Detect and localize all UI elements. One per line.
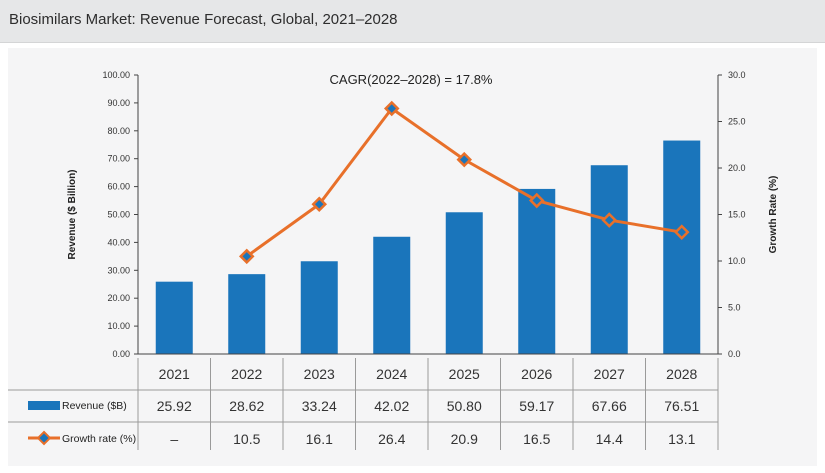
right-axis-tick-label: 15.0 xyxy=(728,210,746,220)
revenue-bar-2025 xyxy=(445,212,483,354)
revenue-value-label: 25.92 xyxy=(157,398,192,414)
left-axis-tick-label: 100.00 xyxy=(102,70,130,80)
x-tick-label: 2027 xyxy=(594,366,625,382)
revenue-value-label: 42.02 xyxy=(374,398,409,414)
left-axis-tick-label: 40.00 xyxy=(107,237,130,247)
left-axis-tick-label: 10.00 xyxy=(107,321,130,331)
left-axis-tick-label: 20.00 xyxy=(107,293,130,303)
revenue-legend-swatch xyxy=(28,401,60,410)
growth-rate-point-2027 xyxy=(601,212,618,228)
left-axis-title: Revenue ($ Billion) xyxy=(67,169,78,259)
revenue-bar-2022 xyxy=(228,274,266,354)
left-axis-tick-label: 0.00 xyxy=(112,349,130,359)
revenue-value-label: 59.17 xyxy=(519,398,554,414)
revenue-legend-label: Revenue ($B) xyxy=(62,400,127,412)
growth-rate-point-2026 xyxy=(528,192,545,209)
x-tick-label: 2023 xyxy=(304,366,335,382)
left-axis-tick-label: 70.00 xyxy=(107,154,130,164)
revenue-value-label: 33.24 xyxy=(302,398,337,414)
revenue-bar-2021 xyxy=(155,281,193,354)
growth-legend-marker xyxy=(36,430,52,446)
growth-value-label: 10.5 xyxy=(233,431,260,447)
growth-legend-label: Growth rate (%) xyxy=(62,433,136,445)
chart-panel: 0.00 10.00 20.00 30.00 40.00 50.00 60.00 70.00 8… xyxy=(8,48,817,466)
revenue-bar-2023 xyxy=(300,261,338,354)
revenue-bar-2024 xyxy=(373,236,411,354)
growth-value-label: 16.5 xyxy=(523,431,550,447)
cagr-annotation: CAGR(2022–2028) = 17.8% xyxy=(330,72,493,87)
growth-rate-point-2028 xyxy=(673,224,690,240)
growth-value-label: 20.9 xyxy=(451,431,478,447)
right-axis-tick-label: 0.0 xyxy=(728,349,741,359)
revenue-bar-2027 xyxy=(590,165,628,354)
revenue-bar-2028 xyxy=(663,140,701,354)
revenue-value-label: 76.51 xyxy=(664,398,699,414)
revenue-bar-2026 xyxy=(518,188,556,354)
x-tick-label: 2021 xyxy=(159,366,190,382)
chart-title: Biosimilars Market: Revenue Forecast, Gl… xyxy=(9,11,398,28)
growth-rate-point-2023 xyxy=(311,196,328,213)
left-axis-tick-label: 50.00 xyxy=(107,210,130,220)
revenue-value-label: 50.80 xyxy=(447,398,482,414)
right-axis-tick-label: 10.0 xyxy=(728,256,746,266)
revenue-forecast-chart: 0.00 10.00 20.00 30.00 40.00 50.00 60.00 70.00 8… xyxy=(8,70,779,450)
growth-rate-point-2024 xyxy=(383,100,400,117)
growth-value-label: – xyxy=(170,431,178,447)
left-axis-tick-label: 60.00 xyxy=(107,182,130,192)
x-tick-label: 2026 xyxy=(521,366,552,382)
x-tick-label: 2025 xyxy=(449,366,480,382)
right-axis-tick-label: 25.0 xyxy=(728,117,746,127)
right-axis-tick-label: 5.0 xyxy=(728,303,741,313)
left-axis-tick-label: 90.00 xyxy=(107,98,130,108)
revenue-value-label: 28.62 xyxy=(229,398,264,414)
growth-value-label: 26.4 xyxy=(378,431,405,447)
header-bar: Biosimilars Market: Revenue Forecast, Gl… xyxy=(0,0,825,43)
growth-rate-point-2025 xyxy=(456,151,473,168)
revenue-value-label: 67.66 xyxy=(592,398,627,414)
growth-rate-point-2022 xyxy=(238,248,255,265)
left-axis-tick-label: 80.00 xyxy=(107,126,130,136)
growth-value-label: 16.1 xyxy=(306,431,333,447)
x-tick-label: 2024 xyxy=(376,366,407,382)
growth-value-label: 13.1 xyxy=(668,431,695,447)
left-axis-tick-label: 30.00 xyxy=(107,265,130,275)
right-axis-title: Growth Rate (%) xyxy=(768,176,779,254)
x-tick-label: 2022 xyxy=(231,366,262,382)
right-axis-tick-label: 30.0 xyxy=(728,70,746,80)
x-tick-label: 2028 xyxy=(666,366,697,382)
right-axis-tick-label: 20.0 xyxy=(728,163,746,173)
growth-value-label: 14.4 xyxy=(596,431,623,447)
